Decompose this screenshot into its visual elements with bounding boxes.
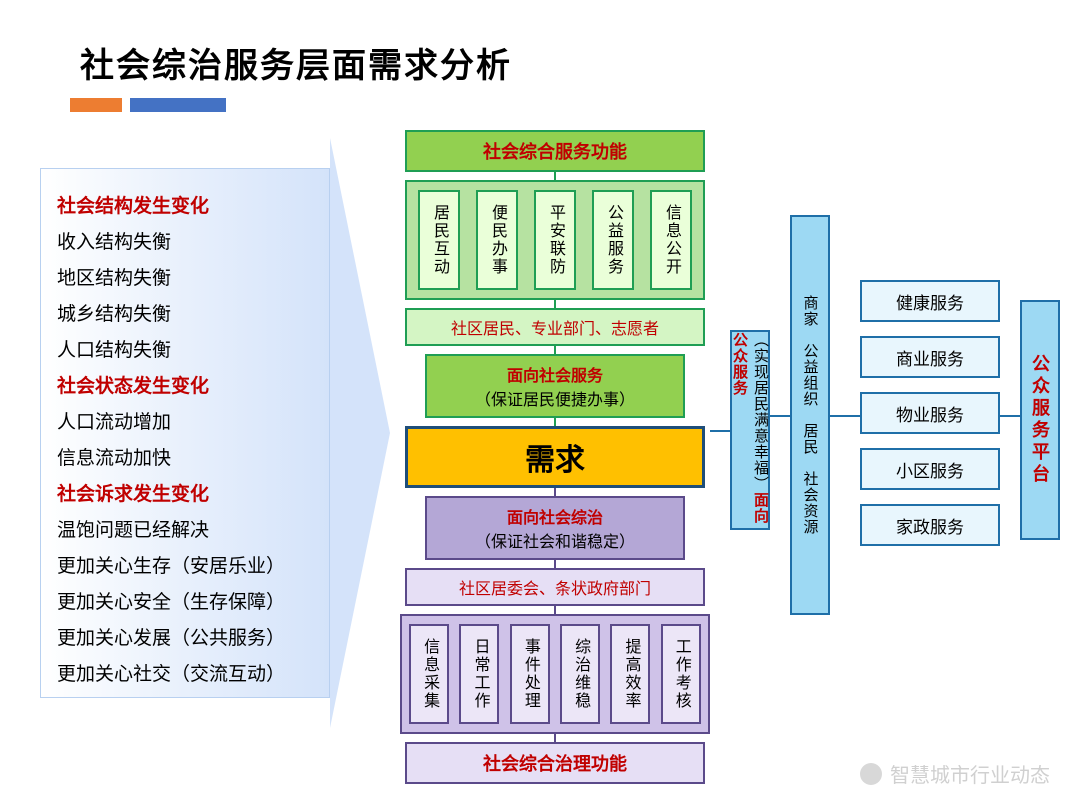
arrow-list-item: 地区结构失衡 (57, 261, 313, 297)
service-box: 健康服务 (860, 280, 1000, 322)
h-connector (770, 415, 790, 417)
arrow-list-item: 城乡结构失衡 (57, 297, 313, 333)
arrow-list-item: 温饱问题已经解决 (57, 513, 313, 549)
arrow-list-item: 更加关心安全（生存保障） (57, 585, 313, 621)
connector (554, 300, 556, 308)
green-service-sub: （保证居民便捷办事） (433, 386, 677, 410)
connector (554, 606, 556, 614)
center-column: 社会综合服务功能 居民互动便民办事平安联防公益服务信息公开 社区居民、专业部门、… (400, 130, 710, 784)
arrow-list-item: 更加关心发展（公共服务） (57, 621, 313, 657)
green-item: 便民办事 (476, 190, 518, 290)
arrow-list-item: 更加关心生存（安居乐业） (57, 549, 313, 585)
purple-item: 提高效率 (610, 624, 650, 724)
purple-item: 信息采集 (409, 624, 449, 724)
purple-item: 综治维稳 (560, 624, 600, 724)
left-arrow-panel: 社会结构发生变化收入结构失衡地区结构失衡城乡结构失衡人口结构失衡社会状态发生变化… (40, 168, 330, 698)
purple-service-box: 面向社会综治 （保证社会和谐稳定） (425, 496, 685, 560)
arrow-list-item: 收入结构失衡 (57, 225, 313, 261)
green-item: 平安联防 (534, 190, 576, 290)
demand-box: 需求 (405, 426, 705, 488)
green-strip: 社区居民、专业部门、志愿者 (405, 308, 705, 346)
service-box: 物业服务 (860, 392, 1000, 434)
arrow-list-item: 社会状态发生变化 (57, 369, 313, 405)
connector (554, 172, 556, 180)
green-item: 信息公开 (650, 190, 692, 290)
connector (554, 560, 556, 568)
arrow-list-item: 社会结构发生变化 (57, 189, 313, 225)
platform-vert: 公众服务平台 (1020, 300, 1060, 540)
arrow-list-item: 人口流动增加 (57, 405, 313, 441)
service-list: 健康服务商业服务物业服务小区服务家政服务 (860, 280, 1000, 546)
accent-bars (70, 98, 226, 112)
arrow-list-item: 信息流动加快 (57, 441, 313, 477)
green-service-title: 面向社会服务 (433, 362, 677, 386)
public-service-vert: （实现居民满意幸福）面向公众服务 (730, 330, 770, 530)
arrow-list-item: 社会诉求发生变化 (57, 477, 313, 513)
purple-item: 日常工作 (459, 624, 499, 724)
h-connector (710, 430, 730, 432)
green-service-box: 面向社会服务 （保证居民便捷办事） (425, 354, 685, 418)
watermark-text: 智慧城市行业动态 (890, 759, 1050, 788)
green-item: 居民互动 (418, 190, 460, 290)
purple-service-sub: （保证社会和谐稳定） (433, 528, 677, 552)
purple-item: 事件处理 (510, 624, 550, 724)
h-connector (1000, 415, 1020, 417)
watermark: 智慧城市行业动态 (860, 759, 1050, 788)
purple-service-title: 面向社会综治 (433, 504, 677, 528)
bottom-footer-box: 社会综合治理功能 (405, 742, 705, 784)
connector (554, 346, 556, 354)
service-box: 商业服务 (860, 336, 1000, 378)
purple-item: 工作考核 (661, 624, 701, 724)
arrow-list-item: 人口结构失衡 (57, 333, 313, 369)
vert1-sub: （实现居民满意幸福） (752, 332, 769, 492)
green-item: 公益服务 (592, 190, 634, 290)
green-items-row: 居民互动便民办事平安联防公益服务信息公开 (405, 180, 705, 300)
connector (554, 488, 556, 496)
accent-bar-orange (70, 98, 122, 112)
page-title: 社会综治服务层面需求分析 (80, 38, 512, 87)
purple-strip: 社区居委会、条状政府部门 (405, 568, 705, 606)
connector (554, 734, 556, 742)
accent-bar-blue (130, 98, 226, 112)
resources-vert: 商家 公益组织 居民 社会资源 (790, 215, 830, 615)
h-connector (830, 415, 860, 417)
purple-items-row: 信息采集日常工作事件处理综治维稳提高效率工作考核 (400, 614, 710, 734)
arrow-list-item: 更加关心社交（交流互动） (57, 657, 313, 693)
wechat-icon (860, 763, 882, 785)
top-header-box: 社会综合服务功能 (405, 130, 705, 172)
arrow-head (330, 138, 390, 728)
service-box: 小区服务 (860, 448, 1000, 490)
connector (554, 418, 556, 426)
service-box: 家政服务 (860, 504, 1000, 546)
